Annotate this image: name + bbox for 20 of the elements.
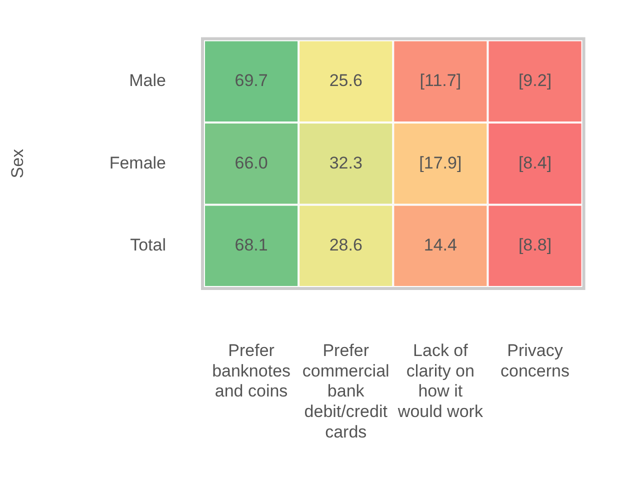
data-label: [8.4] xyxy=(518,153,552,172)
data-label: 14.4 xyxy=(424,236,457,255)
y-tick-label: Male xyxy=(129,71,166,90)
data-label: [9.2] xyxy=(518,71,552,90)
y-axis-title: Sex xyxy=(8,148,27,178)
data-label: [17.9] xyxy=(419,153,462,172)
data-label: 66.0 xyxy=(234,153,268,172)
x-tick-label: Privacy concerns xyxy=(500,340,570,380)
data-label: 68.1 xyxy=(234,236,268,255)
data-label: [8.8] xyxy=(518,236,552,255)
data-label: 69.7 xyxy=(234,71,268,90)
y-tick-label: Female xyxy=(109,153,166,172)
x-tick-label: Prefer commercial bank debit/credit cards xyxy=(302,340,390,442)
x-tick-label: Lack of clarity on how it would work xyxy=(396,340,484,422)
data-label: 25.6 xyxy=(329,71,362,90)
data-label: 28.6 xyxy=(329,236,362,255)
y-tick-label: Total xyxy=(130,236,166,255)
data-label: 32.3 xyxy=(329,153,362,172)
data-label: [11.7] xyxy=(420,71,462,90)
x-tick-label: Prefer banknotes and coins xyxy=(212,340,291,401)
